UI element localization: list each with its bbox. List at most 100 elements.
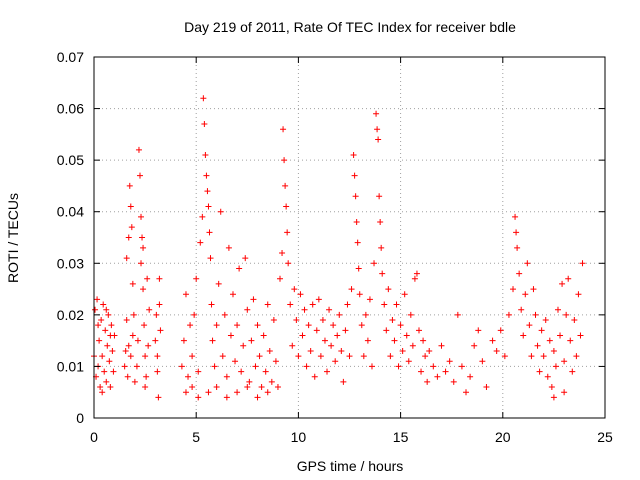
data-point [94, 296, 101, 303]
data-point [385, 286, 392, 293]
data-point [182, 291, 189, 298]
data-point [401, 291, 408, 298]
x-tick-label: 5 [192, 429, 200, 445]
plot-frame [93, 56, 606, 419]
data-point [311, 373, 318, 380]
data-point [561, 358, 568, 365]
data-point [346, 353, 353, 360]
data-point [272, 358, 279, 365]
data-point [254, 322, 261, 329]
data-point [295, 353, 302, 360]
data-point [264, 301, 271, 308]
data-point [238, 368, 245, 375]
data-point [338, 347, 345, 354]
data-point [262, 368, 269, 375]
data-point [131, 378, 138, 385]
x-tick-label: 10 [291, 429, 307, 445]
data-point [554, 306, 561, 313]
y-tick-label: 0.03 [57, 255, 84, 271]
data-point [248, 337, 255, 344]
data-point [270, 317, 277, 324]
data-point [236, 265, 243, 272]
data-point [146, 306, 153, 313]
data-point [129, 280, 136, 287]
data-point [366, 296, 373, 303]
data-point [354, 239, 361, 246]
data-point [205, 203, 212, 210]
data-point [375, 136, 382, 143]
data-point [371, 260, 378, 267]
data-point [221, 311, 228, 318]
data-point [303, 363, 310, 370]
data-point [395, 363, 402, 370]
data-point [266, 347, 273, 354]
data-point [201, 121, 208, 128]
data-point [242, 255, 249, 262]
data-point [240, 342, 247, 349]
data-point [315, 296, 322, 303]
data-point [530, 286, 537, 293]
data-point [274, 384, 281, 391]
data-point [182, 389, 189, 396]
data-point [104, 342, 111, 349]
data-point [399, 347, 406, 354]
data-point [102, 327, 109, 334]
data-point [227, 332, 234, 339]
data-point [516, 270, 523, 277]
data-point [393, 301, 400, 308]
data-point [493, 347, 500, 354]
data-point [156, 301, 163, 308]
data-point [332, 358, 339, 365]
data-point [569, 368, 576, 375]
data-point [124, 373, 131, 380]
data-point [489, 337, 496, 344]
data-point [185, 373, 192, 380]
data-point [136, 172, 143, 179]
data-point [430, 363, 437, 370]
data-point [538, 327, 545, 334]
data-point [195, 394, 202, 401]
data-point [454, 311, 461, 318]
data-point [403, 332, 410, 339]
data-point [518, 306, 525, 313]
data-points [91, 95, 586, 401]
data-point [258, 384, 265, 391]
data-point [422, 353, 429, 360]
data-point [352, 193, 359, 200]
data-point [208, 301, 215, 308]
data-point [232, 358, 239, 365]
data-point [234, 322, 241, 329]
data-point [550, 394, 557, 401]
y-tick-label: 0 [76, 410, 84, 426]
data-point [103, 378, 110, 385]
data-point [138, 213, 145, 220]
data-point [154, 353, 161, 360]
data-point [219, 353, 226, 360]
data-point [217, 208, 224, 215]
data-point [129, 332, 136, 339]
y-axis-label: ROTI / TECUs [5, 193, 21, 283]
data-point [463, 389, 470, 396]
x-tick-label: 25 [597, 429, 613, 445]
data-point [225, 244, 232, 251]
data-point [229, 291, 236, 298]
data-point [552, 363, 559, 370]
data-point [579, 260, 586, 267]
data-point [134, 337, 141, 344]
y-tick-label: 0.01 [57, 358, 84, 374]
data-point [405, 358, 412, 365]
data-point [450, 378, 457, 385]
data-point [138, 260, 145, 267]
data-point [92, 306, 99, 313]
data-point [557, 332, 564, 339]
data-point [155, 394, 162, 401]
chart-title: Day 219 of 2011, Rate Of TEC Index for r… [184, 19, 516, 35]
data-point [532, 311, 539, 318]
data-point [567, 337, 574, 344]
data-point [524, 260, 531, 267]
data-point [434, 373, 441, 380]
data-point [305, 322, 312, 329]
data-point [97, 384, 104, 391]
data-point [374, 126, 381, 133]
